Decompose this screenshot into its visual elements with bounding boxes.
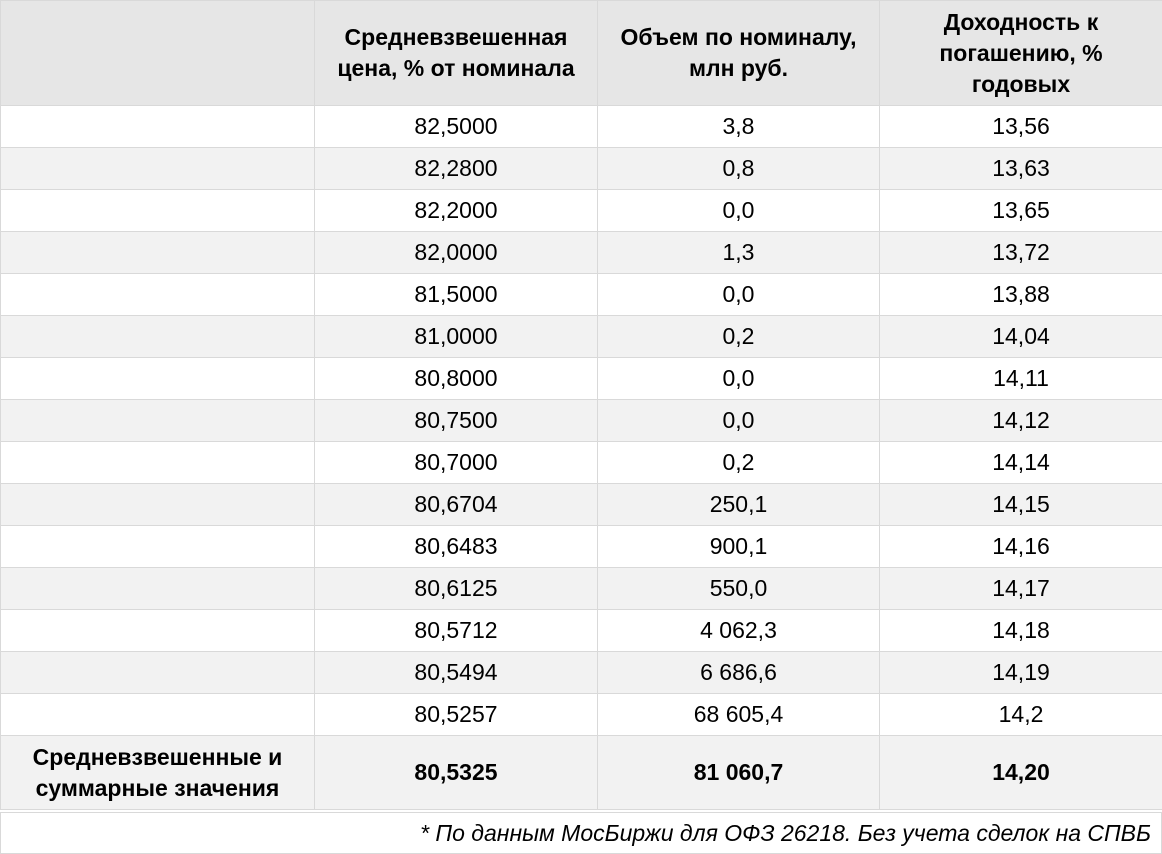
row-label-cell [0, 693, 315, 736]
table-row: 81,5000 0,0 13,88 [0, 273, 1162, 316]
volume-cell: 0,2 [597, 441, 880, 484]
price-cell: 81,0000 [314, 315, 598, 358]
yield-cell: 14,16 [879, 525, 1162, 568]
volume-cell: 0,8 [597, 147, 880, 190]
row-label-cell [0, 399, 315, 442]
row-label-cell [0, 483, 315, 526]
volume-cell: 250,1 [597, 483, 880, 526]
table-row: 82,2800 0,8 13,63 [0, 147, 1162, 190]
price-cell: 80,5712 [314, 609, 598, 652]
yield-cell: 14,2 [879, 693, 1162, 736]
price-cell: 82,0000 [314, 231, 598, 274]
table-row: 80,7500 0,0 14,12 [0, 399, 1162, 442]
table-row: 81,0000 0,2 14,04 [0, 315, 1162, 358]
footnote: * По данным МосБиржи для ОФЗ 26218. Без … [0, 812, 1162, 854]
yield-cell: 14,17 [879, 567, 1162, 610]
table-row: 82,0000 1,3 13,72 [0, 231, 1162, 274]
table-footer: Средневзвешенные и суммарные значения 80… [0, 735, 1162, 810]
price-cell: 80,5494 [314, 651, 598, 694]
table-row: 80,6704 250,1 14,15 [0, 483, 1162, 526]
volume-cell: 0,0 [597, 357, 880, 400]
yield-cell: 14,12 [879, 399, 1162, 442]
row-label-cell [0, 525, 315, 568]
row-label-cell [0, 147, 315, 190]
yield-cell: 14,11 [879, 357, 1162, 400]
price-cell: 80,6704 [314, 483, 598, 526]
volume-cell: 0,2 [597, 315, 880, 358]
price-cell: 81,5000 [314, 273, 598, 316]
price-cell: 80,7500 [314, 399, 598, 442]
header-cell-volume: Объем по номиналу, млн руб. [597, 0, 880, 106]
row-label-cell [0, 651, 315, 694]
yield-cell: 13,63 [879, 147, 1162, 190]
table-row: 80,7000 0,2 14,14 [0, 441, 1162, 484]
totals-row: Средневзвешенные и суммарные значения 80… [0, 735, 1162, 810]
volume-cell: 0,0 [597, 189, 880, 232]
header-cell-yield: Доходность к погашению, % годовых [879, 0, 1162, 106]
table-header: Средневзвешенная цена, % от номинала Объ… [0, 0, 1162, 106]
header-row: Средневзвешенная цена, % от номинала Объ… [0, 0, 1162, 106]
volume-cell: 0,0 [597, 273, 880, 316]
row-label-cell [0, 105, 315, 148]
yield-cell: 14,14 [879, 441, 1162, 484]
table-row: 80,8000 0,0 14,11 [0, 357, 1162, 400]
table-row: 80,5257 68 605,4 14,2 [0, 693, 1162, 736]
volume-cell: 0,0 [597, 399, 880, 442]
row-label-cell [0, 609, 315, 652]
totals-yield: 14,20 [879, 735, 1162, 810]
price-cell: 80,8000 [314, 357, 598, 400]
volume-cell: 550,0 [597, 567, 880, 610]
header-cell-label [0, 0, 315, 106]
results-table: Средневзвешенная цена, % от номинала Объ… [0, 0, 1162, 810]
totals-volume: 81 060,7 [597, 735, 880, 810]
row-label-cell [0, 231, 315, 274]
volume-cell: 900,1 [597, 525, 880, 568]
price-cell: 82,2000 [314, 189, 598, 232]
row-label-cell [0, 441, 315, 484]
yield-cell: 13,56 [879, 105, 1162, 148]
yield-cell: 13,72 [879, 231, 1162, 274]
header-cell-price: Средневзвешенная цена, % от номинала [314, 0, 598, 106]
price-cell: 80,7000 [314, 441, 598, 484]
yield-cell: 14,15 [879, 483, 1162, 526]
table-row: 82,5000 3,8 13,56 [0, 105, 1162, 148]
volume-cell: 6 686,6 [597, 651, 880, 694]
totals-label: Средневзвешенные и суммарные значения [0, 735, 315, 810]
row-label-cell [0, 567, 315, 610]
yield-cell: 14,19 [879, 651, 1162, 694]
price-cell: 82,2800 [314, 147, 598, 190]
row-label-cell [0, 273, 315, 316]
yield-cell: 14,18 [879, 609, 1162, 652]
volume-cell: 3,8 [597, 105, 880, 148]
row-label-cell [0, 189, 315, 232]
table-row: 80,5494 6 686,6 14,19 [0, 651, 1162, 694]
table-row: 80,6483 900,1 14,16 [0, 525, 1162, 568]
row-label-cell [0, 357, 315, 400]
yield-cell: 13,65 [879, 189, 1162, 232]
table-row: 80,5712 4 062,3 14,18 [0, 609, 1162, 652]
price-cell: 80,5257 [314, 693, 598, 736]
volume-cell: 1,3 [597, 231, 880, 274]
row-label-cell [0, 315, 315, 358]
yield-cell: 14,04 [879, 315, 1162, 358]
totals-price: 80,5325 [314, 735, 598, 810]
volume-cell: 4 062,3 [597, 609, 880, 652]
table-row: 82,2000 0,0 13,65 [0, 189, 1162, 232]
yield-cell: 13,88 [879, 273, 1162, 316]
table-row: 80,6125 550,0 14,17 [0, 567, 1162, 610]
price-cell: 80,6125 [314, 567, 598, 610]
table-body: 82,5000 3,8 13,56 82,2800 0,8 13,63 82,2000 0,0… [0, 105, 1162, 736]
price-cell: 82,5000 [314, 105, 598, 148]
price-cell: 80,6483 [314, 525, 598, 568]
volume-cell: 68 605,4 [597, 693, 880, 736]
